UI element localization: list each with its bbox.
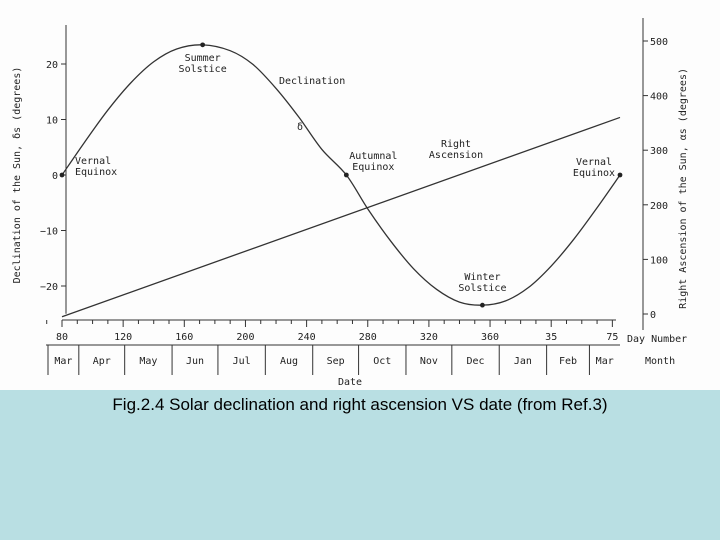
- day-tick-label: 280: [359, 332, 377, 343]
- series-curve-symbol: δ: [297, 122, 303, 133]
- month-label: Jan: [514, 356, 532, 367]
- month-label: Apr: [93, 356, 111, 367]
- annotation-label-line1: Summer: [185, 53, 221, 64]
- day-tick-label: 360: [481, 332, 499, 343]
- right-axis-tick-label: 100: [650, 255, 668, 266]
- annotation-point: [343, 172, 349, 178]
- annotation-label-line2: Solstice: [458, 283, 506, 294]
- day-tick-label: 320: [420, 332, 438, 343]
- day-axis-unit-label: Day Number: [627, 334, 687, 345]
- day-tick-label: 200: [236, 332, 254, 343]
- axes: [46, 18, 648, 375]
- annotation-label-line1: Vernal: [75, 156, 111, 167]
- annotation-point: [59, 172, 65, 178]
- annotation-label-line2: Equinox: [573, 168, 615, 179]
- annotation-point: [480, 302, 485, 308]
- x-axis-label: Date: [338, 377, 362, 388]
- annotation-label-line2: Solstice: [179, 64, 227, 75]
- annotation-label-line2: Equinox: [352, 162, 394, 173]
- left-axis-tick-label: 0: [52, 171, 58, 182]
- day-tick-label: 35: [545, 332, 557, 343]
- series-label-right-ascension-line1: Right: [441, 139, 471, 150]
- month-label: Aug: [280, 356, 298, 367]
- left-axis-tick-label: −20: [40, 282, 58, 293]
- right-axis-tick-label: 500: [650, 37, 668, 48]
- caption-panel: Fig.2.4 Solar declination and right asce…: [0, 390, 720, 540]
- day-tick-label: 80: [56, 332, 68, 343]
- day-tick-label: 120: [114, 332, 132, 343]
- month-label: Mar: [596, 356, 614, 367]
- annotation-label-line1: Vernal: [576, 157, 612, 168]
- month-label: Jun: [186, 356, 204, 367]
- right-axis-tick-label: 0: [650, 310, 656, 321]
- day-tick-label: 160: [175, 332, 193, 343]
- annotation-point: [200, 42, 206, 48]
- month-label: Jul: [233, 356, 251, 367]
- figure-caption: Fig.2.4 Solar declination and right asce…: [112, 395, 608, 414]
- marks-layer: [59, 42, 623, 308]
- right-axis-tick-label: 300: [650, 146, 668, 157]
- day-tick-label: 75: [606, 332, 618, 343]
- month-label: Feb: [559, 356, 577, 367]
- annotation-label-line1: Autumnal: [349, 151, 397, 162]
- left-axis-label: Declination of the Sun, δs (degrees): [12, 67, 23, 284]
- left-axis-tick-label: 10: [46, 116, 58, 127]
- right-axis-label: Right Ascension of the Sun, αs (degrees): [678, 68, 689, 309]
- right-axis-tick-label: 400: [650, 92, 668, 103]
- left-axis-tick-label: 20: [46, 60, 58, 71]
- month-label: Sep: [327, 356, 345, 367]
- month-label: Oct: [373, 356, 391, 367]
- chart-figure: 20 10 0 −10 −20 Declination of the Sun, δs (d…: [12, 18, 689, 388]
- day-tick-label: 240: [298, 332, 316, 343]
- annotation-label-line1: Winter: [464, 272, 500, 283]
- month-axis-label: Month: [645, 356, 675, 367]
- annotation-point: [617, 172, 623, 178]
- right-axis-tick-label: 200: [650, 201, 668, 212]
- month-label: Nov: [420, 356, 438, 367]
- series-line-right-ascension: [61, 116, 621, 318]
- series-label-right-ascension-line2: Ascension: [429, 150, 483, 161]
- left-axis-tick-label: −10: [40, 227, 58, 238]
- month-label: May: [139, 356, 157, 367]
- month-label: Mar: [54, 356, 72, 367]
- annotation-label-line2: Equinox: [75, 167, 117, 178]
- series-label-declination: Declination: [279, 76, 345, 87]
- month-label: Dec: [467, 356, 485, 367]
